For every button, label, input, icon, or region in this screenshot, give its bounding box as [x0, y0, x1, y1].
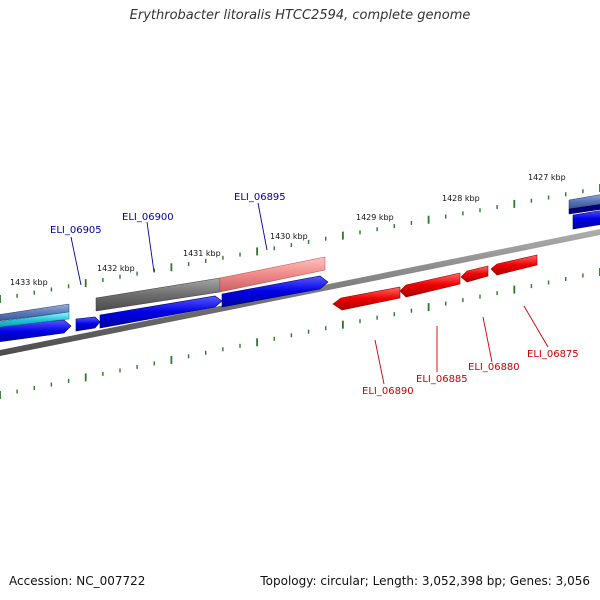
scale-label-1431: 1431 kbp: [183, 249, 221, 258]
gene-ELI_06890[interactable]: [332, 286, 401, 311]
feature-navy-right[interactable]: [568, 203, 600, 215]
reverse-strand-genes: [332, 254, 538, 311]
scale-label-1432: 1432 kbp: [97, 264, 135, 273]
gene-ELI_06875[interactable]: [490, 254, 538, 276]
gene-label-ELI_06880[interactable]: ELI_06880: [468, 362, 520, 373]
gene-ELI_06900[interactable]: [99, 295, 223, 329]
gene-ELI_06885[interactable]: [399, 272, 461, 298]
gene-label-ELI_06875[interactable]: ELI_06875: [527, 349, 579, 360]
genome-title: Erythrobacter litoralis HTCC2594, comple…: [129, 8, 471, 23]
genome-summary-text: Topology: circular; Length: 3,052,398 bp…: [260, 574, 590, 588]
accession-text: Accession: NC_007722: [9, 574, 146, 588]
gene-label-ELI_06885[interactable]: ELI_06885: [416, 374, 468, 385]
gene-ELI_06895[interactable]: [221, 275, 329, 308]
gene-right-edge[interactable]: [572, 209, 600, 230]
gene-labels: ELI_06905 ELI_06900 ELI_06895 ELI_06890 …: [50, 192, 579, 397]
pseudogene-pink[interactable]: [219, 256, 326, 293]
scale-labels: 1433 kbp 1432 kbp 1431 kbp 1430 kbp 1429…: [10, 173, 566, 287]
forward-strand-genes: [0, 209, 600, 342]
scale-label-1427: 1427 kbp: [528, 173, 566, 182]
scale-label-1430: 1430 kbp: [270, 232, 308, 241]
gene-label-ELI_06900[interactable]: ELI_06900: [122, 212, 174, 223]
gene-ELI_06905[interactable]: [75, 316, 101, 332]
outer-scale-ticks: [0, 184, 600, 303]
feature-cyan-left[interactable]: [0, 311, 70, 328]
gene-label-ELI_06895[interactable]: ELI_06895: [234, 192, 286, 203]
scale-label-1433: 1433 kbp: [10, 278, 48, 287]
gene-ELI_06880[interactable]: [460, 265, 489, 283]
feature-track: [0, 194, 600, 328]
scale-label-1428: 1428 kbp: [442, 194, 480, 203]
gene-label-ELI_06905[interactable]: ELI_06905: [50, 225, 102, 236]
gene-label-ELI_06890[interactable]: ELI_06890: [362, 386, 414, 397]
gene-leader-lines: [70, 202, 549, 385]
scale-label-1429: 1429 kbp: [356, 213, 394, 222]
inner-scale-ticks: [0, 268, 600, 399]
